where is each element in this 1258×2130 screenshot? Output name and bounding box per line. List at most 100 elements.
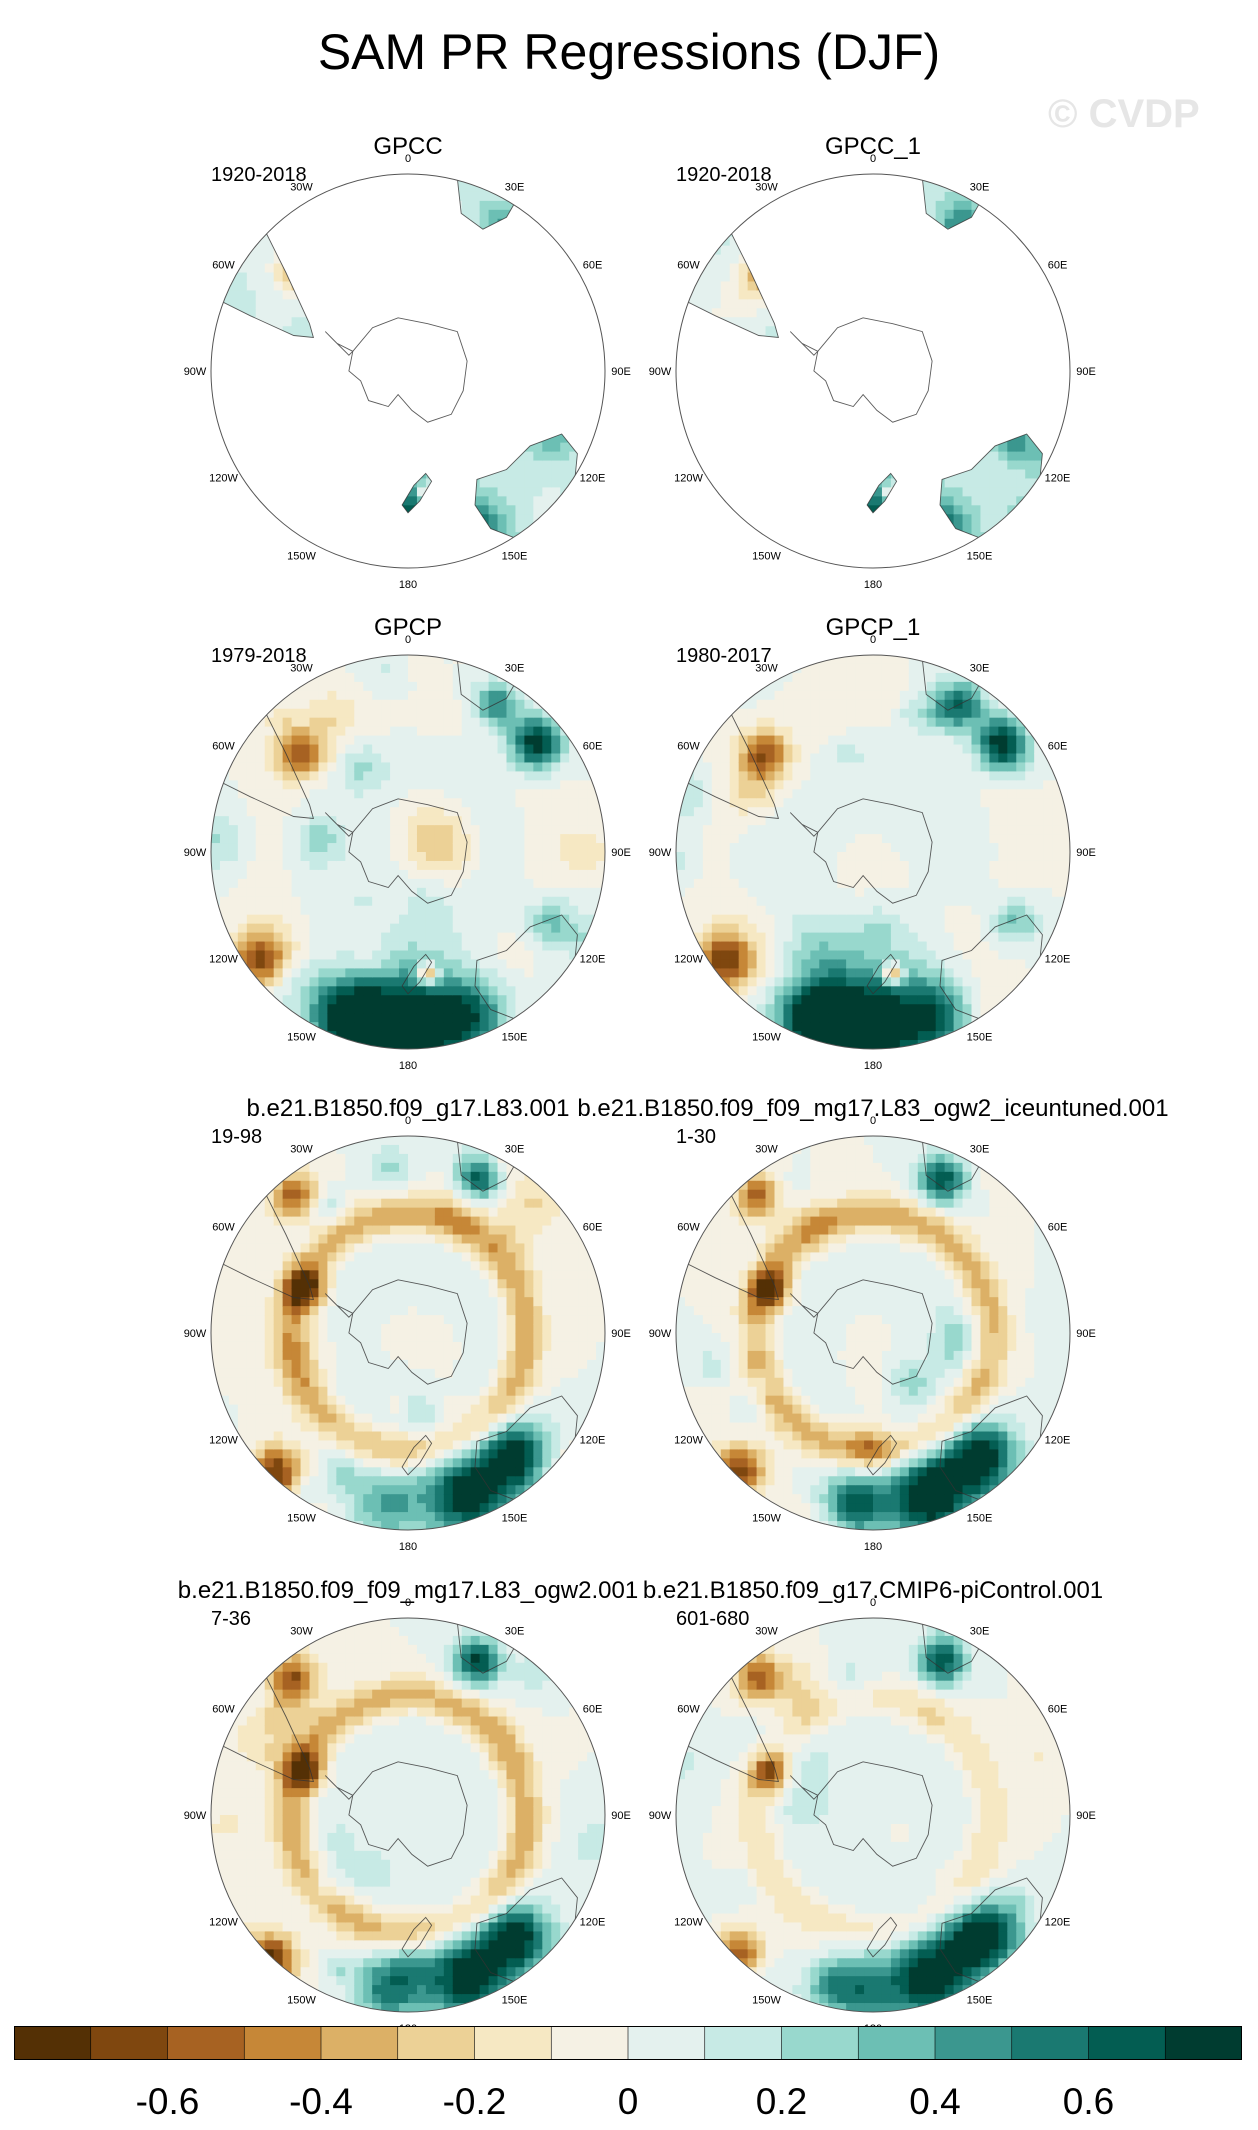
longitude-label: 60W — [677, 1222, 700, 1234]
map-panel: 030E60E90E120E150E180150W120W90W60W30Wb.… — [643, 1577, 1103, 2035]
colorbar-swatch — [244, 2026, 322, 2060]
longitude-label: 30E — [970, 663, 990, 675]
longitude-label: 60E — [583, 741, 603, 753]
longitude-label: 90W — [649, 847, 672, 859]
longitude-label: 120W — [674, 954, 703, 966]
longitude-label: 0 — [870, 153, 876, 165]
longitude-label: 120W — [674, 473, 703, 485]
longitude-label: 150W — [287, 1995, 316, 2007]
longitude-label: 30W — [755, 1144, 778, 1156]
colorbar-tick-label: -0.6 — [136, 2081, 200, 2122]
longitude-label: 150W — [287, 1513, 316, 1525]
longitude-label: 60W — [212, 1222, 235, 1234]
longitude-label: 0 — [870, 634, 876, 646]
longitude-label: 180 — [399, 579, 417, 591]
map-panel: 0 30E 60E 90E 120E 150E 180 150W 120W 90W 60W 30W GP… — [649, 614, 1096, 1072]
longitude-label: 90E — [611, 1810, 631, 1822]
panel-title: GPCP_1 — [826, 614, 921, 641]
longitude-label: 30E — [505, 663, 525, 675]
longitude-label: 60W — [212, 260, 235, 272]
longitude-label: 60W — [677, 1704, 700, 1716]
colorbar-swatch — [858, 2026, 936, 2060]
map-panel: 0 30E 60E 90E 120E 150E 180 150W 120W 90W 60W 30W GP… — [184, 614, 631, 1072]
longitude-label: 180 — [864, 1541, 882, 1553]
colorbar-swatch — [321, 2026, 399, 2060]
figure-title: SAM PR Regressions (DJF) — [317, 24, 941, 80]
longitude-label: 150E — [967, 1995, 993, 2007]
colorbar-swatch — [704, 2026, 782, 2060]
longitude-label: 150E — [967, 1032, 993, 1044]
longitude-label: 120E — [1045, 954, 1071, 966]
map-panel: 0 30E 60E 90E 120E 150E 180 150W 120W 90W 60W 30W GP… — [649, 133, 1096, 591]
colorbar-swatch — [551, 2026, 629, 2060]
longitude-label: 30E — [970, 1626, 990, 1638]
colorbar-swatch — [628, 2026, 706, 2060]
longitude-label: 180 — [864, 579, 882, 591]
panel-period-label: 1-30 — [676, 1126, 716, 1148]
longitude-label: 120E — [1045, 1917, 1071, 1929]
longitude-label: 150W — [287, 551, 316, 563]
colorbar-swatch — [397, 2026, 475, 2060]
longitude-label: 150E — [502, 1032, 528, 1044]
longitude-label: 120W — [674, 1917, 703, 1929]
longitude-label: 90W — [649, 1328, 672, 1340]
longitude-label: 120E — [580, 1917, 606, 1929]
longitude-label: 0 — [405, 1115, 411, 1127]
longitude-label: 150W — [752, 1513, 781, 1525]
panel-title: b.e21.B1850.f09_g17.CMIP6-piControl.001 — [643, 1577, 1103, 1604]
longitude-label: 60E — [583, 260, 603, 272]
longitude-label: 60E — [1048, 1704, 1068, 1716]
longitude-label: 120E — [580, 1435, 606, 1447]
longitude-label: 90W — [649, 1810, 672, 1822]
longitude-label: 90W — [184, 847, 207, 859]
longitude-label: 90W — [184, 1328, 207, 1340]
longitude-label: 30W — [755, 182, 778, 194]
longitude-label: 90W — [649, 366, 672, 378]
longitude-label: 150W — [752, 1032, 781, 1044]
longitude-label: 150E — [967, 551, 993, 563]
longitude-label: 120W — [209, 1917, 238, 1929]
longitude-label: 120E — [1045, 473, 1071, 485]
longitude-label: 30W — [290, 1144, 313, 1156]
panel-period-label: 601-680 — [676, 1608, 749, 1630]
longitude-label: 120W — [209, 473, 238, 485]
longitude-label: 150W — [287, 1032, 316, 1044]
longitude-label: 60W — [677, 741, 700, 753]
colorbar-swatch — [1165, 2026, 1242, 2060]
colorbar-swatch — [167, 2026, 245, 2060]
longitude-label: 120W — [209, 1435, 238, 1447]
longitude-label: 90E — [611, 847, 631, 859]
panel-title: GPCC — [373, 133, 442, 160]
longitude-label: 30E — [505, 1626, 525, 1638]
panel-period-label: 1980-2017 — [676, 645, 772, 667]
longitude-label: 60E — [583, 1704, 603, 1716]
colorbar-tick-label: -0.4 — [289, 2081, 353, 2122]
longitude-label: 90E — [611, 366, 631, 378]
longitude-label: 0 — [405, 153, 411, 165]
panel-title: GPCP — [374, 614, 442, 641]
colorbar-swatch — [474, 2026, 552, 2060]
longitude-label: 150E — [967, 1513, 993, 1525]
longitude-label: 120W — [674, 1435, 703, 1447]
longitude-label: 150W — [752, 551, 781, 563]
longitude-label: 150E — [502, 1995, 528, 2007]
longitude-label: 120E — [580, 473, 606, 485]
colorbar-swatch — [1011, 2026, 1089, 2060]
longitude-label: 0 — [405, 1597, 411, 1609]
colorbar-swatch — [14, 2026, 92, 2060]
panel-title: b.e21.B1850.f09_g17.L83.001 — [247, 1095, 570, 1122]
longitude-label: 60E — [1048, 260, 1068, 272]
longitude-label: 30E — [505, 1144, 525, 1156]
longitude-label: 120W — [209, 954, 238, 966]
panel-period-label: 19-98 — [211, 1126, 262, 1148]
longitude-label: 60E — [583, 1222, 603, 1234]
longitude-label: 90E — [1076, 366, 1096, 378]
map-panel: 0 30E 60E 90E 120E 150E 180 150W 120W 90W 60W 30W GP… — [184, 133, 631, 591]
map-panel: 030E60E90E120E150E180150W120W90W60W30Wb.… — [184, 1095, 631, 1553]
longitude-label: 60W — [212, 741, 235, 753]
longitude-label: 0 — [870, 1597, 876, 1609]
colorbar-swatch — [935, 2026, 1013, 2060]
longitude-label: 90E — [1076, 847, 1096, 859]
panel-title: b.e21.B1850.f09_f09_mg17.L83_ogw2_iceunt… — [577, 1095, 1168, 1122]
